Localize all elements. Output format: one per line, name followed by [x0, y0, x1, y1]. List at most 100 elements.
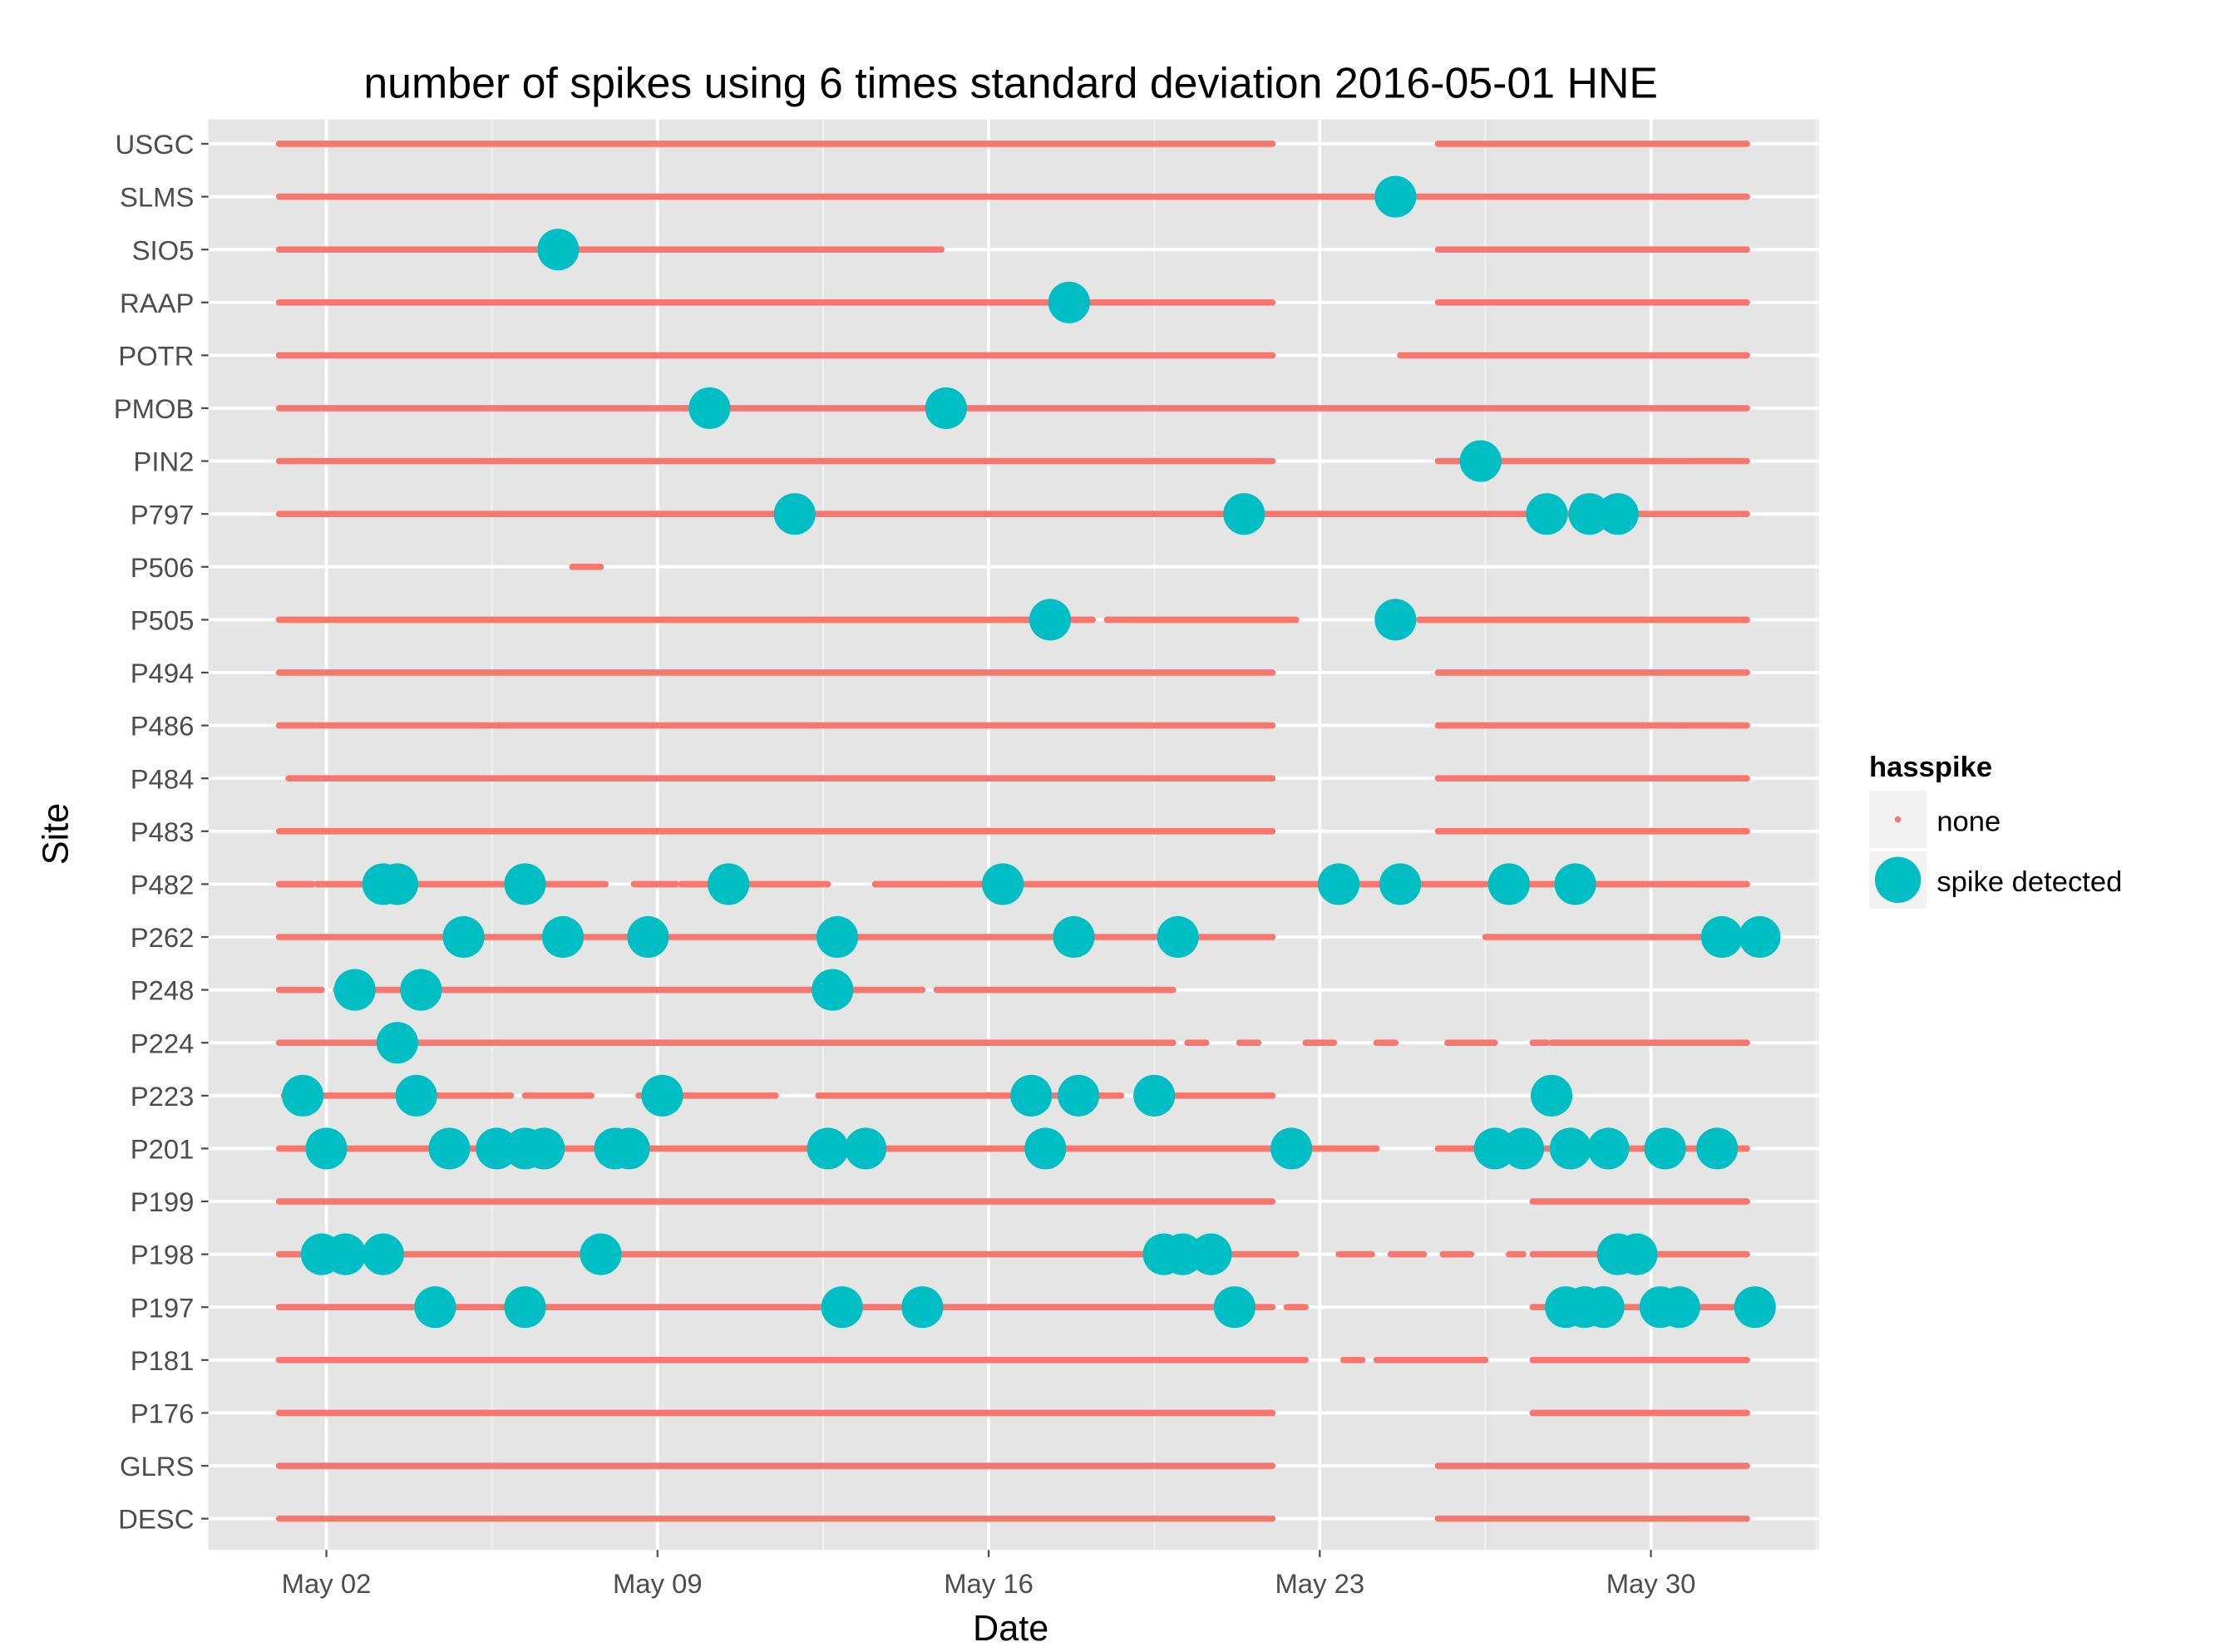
spike-point [1223, 493, 1265, 535]
y-tick-label: PIN2 [133, 446, 194, 477]
y-tick-label: USGC [116, 129, 195, 160]
spike-point [627, 915, 669, 959]
spike-point [1270, 1127, 1313, 1170]
y-tick-label: PMOB [114, 393, 195, 424]
spike-point [1526, 493, 1568, 535]
spike-point [1531, 1074, 1573, 1117]
spike-point [901, 1286, 944, 1329]
spike-point [305, 1127, 348, 1170]
y-tick-label: P197 [131, 1292, 195, 1323]
spike-point [333, 969, 376, 1011]
y-tick-label: P262 [131, 922, 195, 953]
spike-point [982, 863, 1024, 905]
spike-point [1596, 493, 1639, 535]
y-tick-label: GLRS [120, 1451, 194, 1482]
spike-point [362, 1233, 404, 1275]
y-tick-label: P797 [131, 499, 195, 530]
y-tick-label: RAAP [120, 288, 194, 318]
spike-point [1213, 1286, 1256, 1329]
spike-point [282, 1074, 324, 1117]
y-tick-label: P483 [131, 816, 195, 847]
spike-point [608, 1127, 650, 1170]
spike-point [812, 969, 854, 1011]
x-tick-label: May 09 [613, 1568, 703, 1599]
spike-points [282, 175, 1781, 1329]
y-tick-label: P248 [131, 975, 195, 1006]
y-tick-label: P505 [131, 604, 195, 635]
y-tick-label: P482 [131, 870, 195, 900]
spike-point [1024, 1127, 1067, 1170]
y-tick-label: P486 [131, 711, 195, 742]
spike-point [428, 1127, 471, 1170]
spike-point [537, 229, 580, 271]
spike-point [1157, 915, 1199, 959]
legend-swatch-none [1894, 816, 1902, 823]
spike-point [1734, 1286, 1776, 1329]
legend-title: hasspike [1869, 752, 1992, 783]
x-axis: May 02 May 09 May 16 May 23 May 30 [282, 1550, 1696, 1599]
y-axis: USGC SLMS SIO5 RAAP POTR PMOB PIN2 P797 P506 P505… [114, 129, 209, 1535]
spike-point [541, 915, 585, 959]
spike-point [925, 387, 967, 430]
spike-point [816, 915, 859, 959]
legend-swatch-spike [1874, 856, 1922, 904]
spike-point [324, 1233, 367, 1275]
spike-point [395, 1074, 437, 1117]
y-tick-label: P506 [131, 552, 195, 583]
plot-panel [208, 119, 1819, 1551]
spike-point [1048, 281, 1090, 323]
spike-point [1374, 599, 1417, 641]
spike-point [1317, 863, 1360, 905]
spike-point [1190, 1233, 1232, 1275]
spike-point [504, 1286, 546, 1329]
legend-label-spike: spike detected [1936, 866, 2122, 898]
y-tick-label: SLMS [120, 182, 194, 213]
spike-point [807, 1127, 849, 1170]
spike-point [641, 1074, 683, 1117]
x-tick-label: May 02 [282, 1568, 372, 1599]
spike-point [414, 1286, 456, 1329]
spike-point [1587, 1127, 1630, 1170]
y-tick-label: P223 [131, 1081, 195, 1112]
chart-title: number of spikes using 6 times standard … [363, 59, 1658, 107]
y-tick-label: DESC [118, 1504, 194, 1535]
spike-point [1379, 863, 1422, 905]
spike-point [1700, 915, 1743, 959]
y-tick-label: P494 [131, 658, 195, 688]
y-axis-title: Site [36, 803, 76, 865]
spike-point [1644, 1127, 1686, 1170]
y-tick-label: SIO5 [132, 234, 195, 265]
spike-point [708, 863, 750, 905]
spike-point [580, 1233, 622, 1275]
y-tick-label: POTR [118, 340, 194, 371]
spike-point [400, 969, 442, 1011]
spike-point [1058, 1074, 1100, 1117]
y-tick-label: P181 [131, 1345, 195, 1376]
y-tick-label: P484 [131, 763, 195, 794]
spike-point [1029, 599, 1072, 641]
spike-point [376, 863, 418, 905]
spike-point [1374, 175, 1417, 218]
spike-point [1696, 1127, 1739, 1170]
spike-point [1459, 440, 1502, 482]
x-tick-label: May 23 [1275, 1568, 1364, 1599]
x-tick-label: May 30 [1606, 1568, 1696, 1599]
spike-point [845, 1127, 887, 1170]
spike-point [1502, 1127, 1545, 1170]
spike-point [1582, 1286, 1625, 1329]
spike-point [376, 1022, 418, 1064]
x-tick-label: May 16 [944, 1568, 1034, 1599]
legend: hasspike none spike detected [1869, 752, 2122, 909]
spike-point [688, 387, 731, 430]
y-tick-label: P224 [131, 1028, 195, 1058]
spike-point [821, 1286, 863, 1329]
y-tick-label: P199 [131, 1186, 195, 1217]
spike-point [1739, 915, 1781, 959]
spike-point [1554, 863, 1596, 905]
y-tick-label: P176 [131, 1398, 195, 1429]
x-axis-title: Date [973, 1609, 1048, 1649]
spike-point [1053, 915, 1095, 959]
y-tick-label: P198 [131, 1240, 195, 1270]
spike-point [504, 863, 546, 905]
